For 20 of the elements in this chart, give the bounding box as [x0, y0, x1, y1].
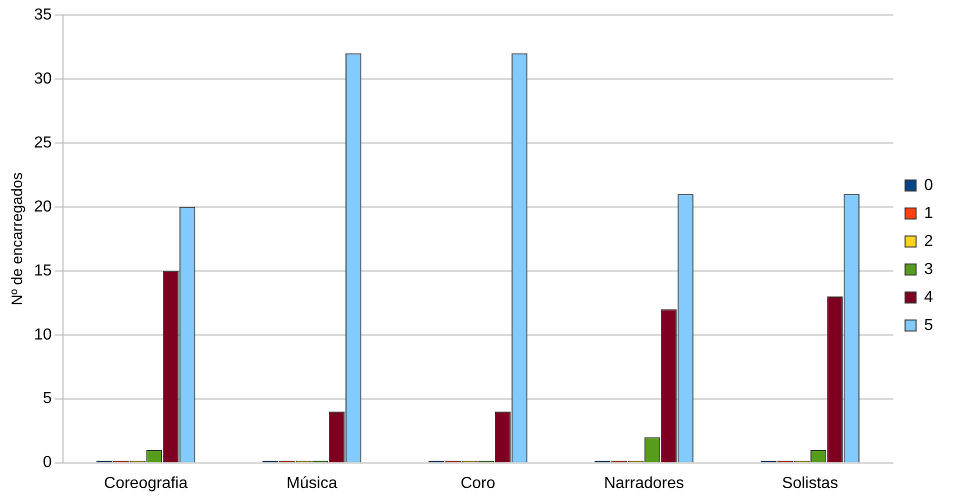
legend-label: 2 — [924, 232, 934, 250]
y-tick-label: 35 — [34, 6, 52, 24]
y-tick-label: 0 — [42, 454, 52, 472]
x-tick-label: Solistas — [782, 474, 838, 492]
legend-label: 5 — [924, 316, 934, 334]
y-axis-title: Nº de encarregados — [9, 172, 26, 306]
legend-label: 0 — [924, 176, 934, 194]
x-tick-label: Coreografia — [104, 474, 188, 492]
x-tick-label: Coro — [460, 474, 496, 492]
legend-label: 1 — [924, 204, 934, 222]
legend-label: 3 — [924, 260, 934, 278]
y-tick-label: 25 — [34, 134, 52, 152]
x-tick-label: Narradores — [604, 474, 684, 492]
y-tick-label: 5 — [42, 390, 52, 408]
y-tick-label: 15 — [34, 262, 52, 280]
legend-label: 4 — [924, 288, 934, 306]
x-tick-label: Música — [286, 474, 338, 492]
y-tick-label: 10 — [34, 326, 52, 344]
y-tick-label: 20 — [34, 198, 52, 216]
y-tick-label: 30 — [34, 70, 52, 88]
